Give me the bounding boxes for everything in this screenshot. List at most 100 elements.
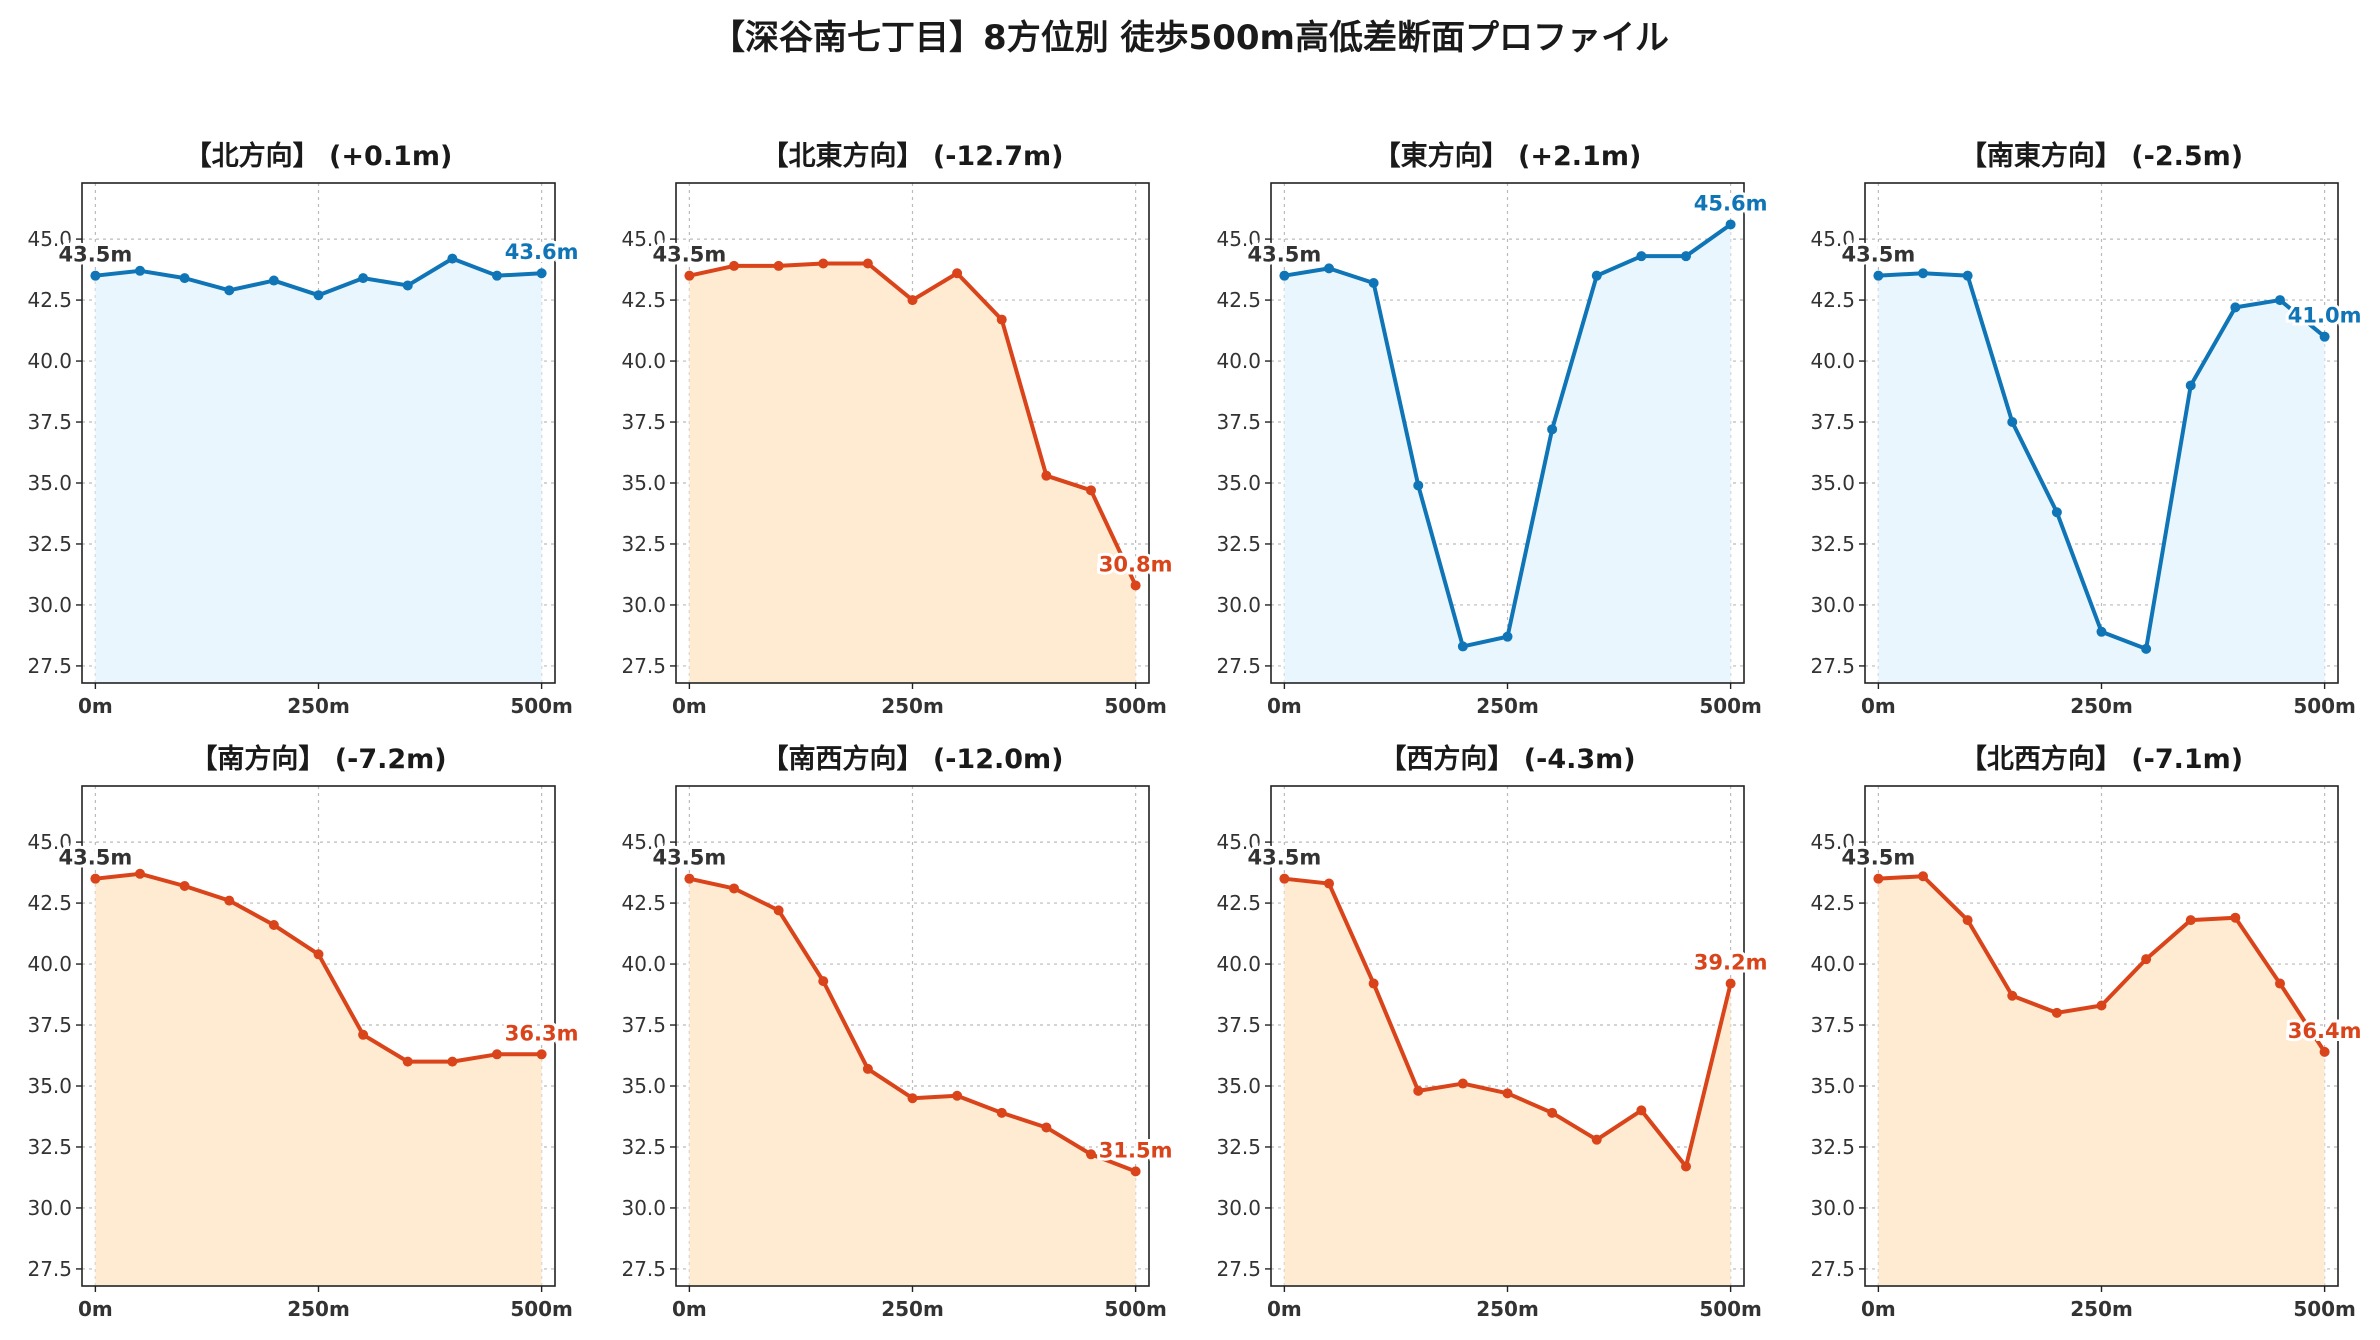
y-tick-label: 42.5 xyxy=(1216,288,1261,312)
axes-frame xyxy=(81,785,556,1287)
data-point xyxy=(402,1056,413,1067)
axes-frame xyxy=(1270,182,1745,684)
data-point xyxy=(447,1056,458,1067)
y-tick-label: 40.0 xyxy=(1810,349,1855,373)
data-point xyxy=(1324,878,1335,889)
x-tick-label: 500m xyxy=(1699,1297,1762,1321)
y-tick-label: 40.0 xyxy=(1216,952,1261,976)
y-tick-label: 40.0 xyxy=(621,952,666,976)
y-tick-label: 35.0 xyxy=(1216,1074,1261,1098)
data-point xyxy=(1636,1105,1647,1116)
data-point xyxy=(2051,507,2062,518)
data-point xyxy=(1085,485,1096,496)
data-point xyxy=(907,1093,918,1104)
y-tick-label: 32.5 xyxy=(27,532,72,556)
y-tick-label: 32.5 xyxy=(1216,1135,1261,1159)
data-point xyxy=(135,265,146,276)
panel-title: 【南東方向】 (-2.5m) xyxy=(1960,140,2243,172)
data-point xyxy=(135,868,146,879)
y-tick-label: 32.5 xyxy=(1216,532,1261,556)
data-point xyxy=(536,1049,547,1060)
panel-title: 【西方向】 (-4.3m) xyxy=(1379,743,1635,775)
y-tick-label: 35.0 xyxy=(1216,471,1261,495)
data-point xyxy=(2319,331,2330,342)
y-tick-label: 32.5 xyxy=(621,532,666,556)
data-point xyxy=(1591,270,1602,281)
axes-frame xyxy=(675,182,1150,684)
area-fill xyxy=(95,873,542,1286)
data-point xyxy=(773,905,784,916)
y-tick-label: 42.5 xyxy=(1810,288,1855,312)
data-point xyxy=(179,881,190,891)
start-label: 43.5m xyxy=(1842,846,1916,870)
y-tick-label: 45.0 xyxy=(621,227,666,251)
data-point xyxy=(1413,1085,1424,1096)
y-tick-label: 27.5 xyxy=(621,1257,666,1281)
data-point xyxy=(2230,302,2241,313)
start-label: 43.5m xyxy=(1248,243,1322,267)
axes-frame xyxy=(81,182,556,684)
data-point xyxy=(2096,1000,2107,1011)
y-tick-label: 42.5 xyxy=(621,288,666,312)
y-tick-label: 40.0 xyxy=(1810,952,1855,976)
y-tick-label: 27.5 xyxy=(1810,654,1855,678)
data-point xyxy=(684,270,695,281)
data-point xyxy=(224,285,235,296)
axes-frame xyxy=(675,785,1150,1287)
y-tick-label: 35.0 xyxy=(1810,1074,1855,1098)
y-tick-label: 30.0 xyxy=(1810,593,1855,617)
data-point xyxy=(2185,915,2196,926)
area-fill xyxy=(1878,876,2325,1286)
end-label: 30.8m xyxy=(1099,552,1173,576)
area-fill xyxy=(1284,878,1731,1286)
start-label: 43.5m xyxy=(1248,846,1322,870)
area-fill xyxy=(1878,273,2325,683)
y-tick-label: 30.0 xyxy=(1810,1196,1855,1220)
x-tick-label: 250m xyxy=(2070,1297,2133,1321)
data-point xyxy=(313,949,324,960)
panel-title: 【北東方向】 (-12.7m) xyxy=(761,140,1063,172)
data-point xyxy=(1279,270,1290,281)
x-tick-label: 500m xyxy=(1104,1297,1167,1321)
x-tick-label: 500m xyxy=(2293,1297,2356,1321)
axes-frame xyxy=(1270,785,1745,1287)
y-tick-label: 32.5 xyxy=(1810,1135,1855,1159)
data-point xyxy=(536,268,547,279)
x-tick-label: 0m xyxy=(1861,1297,1896,1321)
y-tick-label: 27.5 xyxy=(621,654,666,678)
y-tick-label: 45.0 xyxy=(27,830,72,854)
y-tick-label: 37.5 xyxy=(27,1013,72,1037)
panel-title: 【南西方向】 (-12.0m) xyxy=(761,743,1063,775)
data-point xyxy=(1324,263,1335,274)
y-tick-label: 32.5 xyxy=(27,1135,72,1159)
x-tick-label: 250m xyxy=(881,694,944,718)
axes-frame xyxy=(1864,785,2339,1287)
y-tick-label: 40.0 xyxy=(1216,349,1261,373)
y-tick-label: 30.0 xyxy=(621,593,666,617)
data-point xyxy=(1680,1161,1691,1172)
y-tick-label: 35.0 xyxy=(621,1074,666,1098)
area-fill xyxy=(95,258,542,683)
data-point xyxy=(818,976,829,987)
data-point xyxy=(952,268,963,279)
x-tick-label: 250m xyxy=(2070,694,2133,718)
x-tick-label: 0m xyxy=(672,1297,707,1321)
area-fill xyxy=(689,878,1136,1286)
data-point xyxy=(2096,626,2107,637)
x-tick-label: 0m xyxy=(1267,1297,1302,1321)
end-label: 36.3m xyxy=(505,1021,579,1045)
y-tick-label: 27.5 xyxy=(27,1257,72,1281)
data-point xyxy=(2274,978,2285,989)
panel-2: 【北東方向】 (-12.7m) 27.5 30.0 32.5 35.0 37.5 40.0 4… xyxy=(621,140,1175,718)
data-point xyxy=(1962,915,1973,926)
data-point xyxy=(729,260,740,271)
data-point xyxy=(1918,268,1929,279)
data-point xyxy=(862,258,873,269)
data-point xyxy=(2230,912,2241,923)
panel-title: 【東方向】 (+2.1m) xyxy=(1374,140,1642,172)
data-point xyxy=(2141,643,2152,654)
y-tick-label: 30.0 xyxy=(621,1196,666,1220)
data-point xyxy=(2007,990,2018,1001)
data-point xyxy=(1130,580,1141,591)
